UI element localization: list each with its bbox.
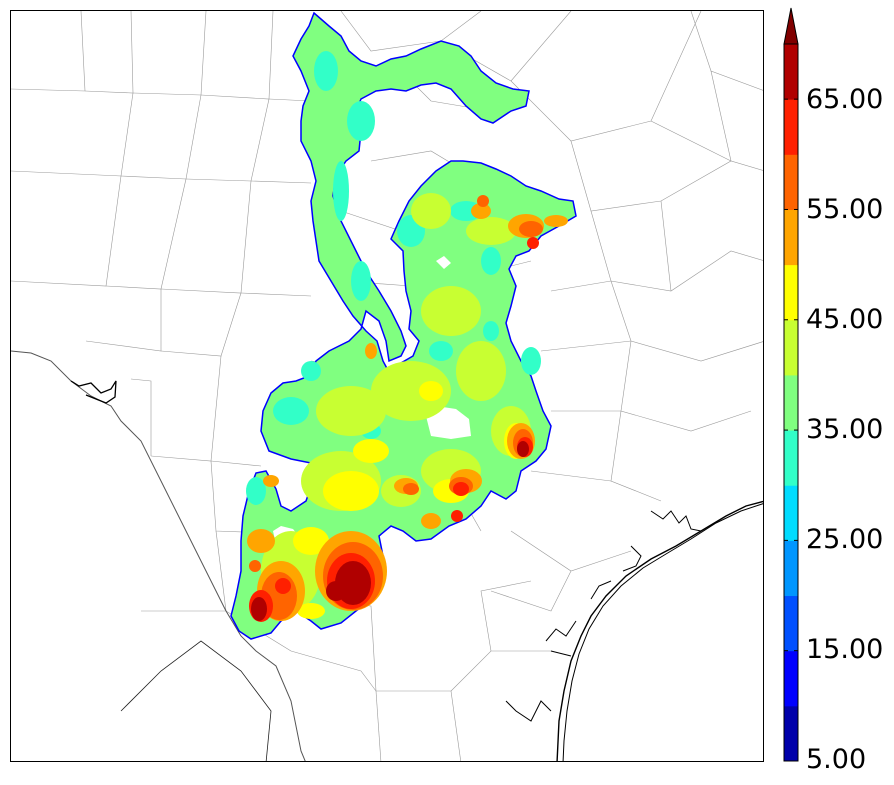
precip-cell xyxy=(483,321,499,341)
precip-cell xyxy=(527,237,539,249)
coastline xyxy=(556,500,763,761)
precip-cell xyxy=(371,361,451,421)
colorbar-label: 35.00 xyxy=(806,414,884,445)
colorbar-label: 5.00 xyxy=(806,744,867,775)
colorbar-label: 55.00 xyxy=(806,194,884,225)
colorbar-band xyxy=(784,319,798,376)
precip-cell xyxy=(453,482,469,496)
colorbar-label: 15.00 xyxy=(806,634,884,665)
colorbar-bands xyxy=(784,44,798,762)
barrier-island xyxy=(562,503,763,761)
precip-cell xyxy=(273,397,309,425)
precip-cell xyxy=(246,477,266,505)
precip-cell xyxy=(326,581,346,601)
precip-cell xyxy=(251,597,267,621)
precip-cell xyxy=(293,527,329,555)
colorbar-band xyxy=(784,99,798,155)
precip-cell xyxy=(456,341,506,401)
colorbar-band xyxy=(784,209,798,266)
precip-cell xyxy=(347,101,375,141)
precip-cell xyxy=(297,603,325,619)
colorbar-label: 25.00 xyxy=(806,524,884,555)
colorbar-band xyxy=(784,430,798,486)
precip-cell xyxy=(403,483,419,495)
precip-cell xyxy=(429,341,453,361)
precip-gap xyxy=(426,406,471,439)
precip-cell xyxy=(275,578,291,594)
precip-cell xyxy=(521,347,541,375)
precip-cell xyxy=(316,386,386,436)
colorbar-band xyxy=(784,650,798,707)
colorbar-band xyxy=(784,485,798,541)
precip-cell xyxy=(517,441,529,457)
colorbar-band xyxy=(784,374,798,431)
precip-cell xyxy=(314,51,338,91)
precip-cell xyxy=(421,286,481,336)
precip-cell xyxy=(249,560,261,572)
precip-cell xyxy=(544,215,568,227)
map-canvas xyxy=(11,11,763,761)
colorbar-extend-arrow xyxy=(783,7,799,45)
precip-cell xyxy=(451,510,463,522)
precip-cell xyxy=(333,161,349,221)
precip-cell xyxy=(301,361,321,381)
precip-cell xyxy=(471,203,491,219)
colorbar-band xyxy=(784,540,798,597)
mexico-boundary xyxy=(120,640,272,761)
precip-cell xyxy=(421,513,441,529)
precip-cell xyxy=(351,261,371,301)
colorbar-band xyxy=(784,264,798,321)
precip-cell xyxy=(247,529,275,553)
precip-cell xyxy=(477,195,489,207)
contour-field xyxy=(230,11,577,640)
map-panel xyxy=(10,10,764,762)
precip-cell xyxy=(323,471,379,511)
colorbar-outline xyxy=(783,43,799,762)
precip-cell xyxy=(519,221,543,237)
precip-cell xyxy=(411,193,451,229)
colorbar-band xyxy=(784,154,798,210)
precip-cell xyxy=(365,343,377,359)
precip-cell xyxy=(419,381,443,401)
colorbar-band xyxy=(784,595,798,652)
bays-outline xyxy=(505,510,702,722)
colorbar-band xyxy=(784,44,798,100)
colorbar-band xyxy=(784,705,798,762)
precip-cell xyxy=(481,247,501,275)
colorbar-label: 65.00 xyxy=(806,84,884,115)
precip-cell xyxy=(353,439,389,463)
precip-cell xyxy=(466,217,516,245)
precip-gap xyxy=(436,256,451,269)
precip-cell xyxy=(263,475,279,487)
colorbar-ticks xyxy=(784,98,798,762)
reservoir-outline xyxy=(70,380,117,404)
colorbar-label: 45.00 xyxy=(806,304,884,335)
